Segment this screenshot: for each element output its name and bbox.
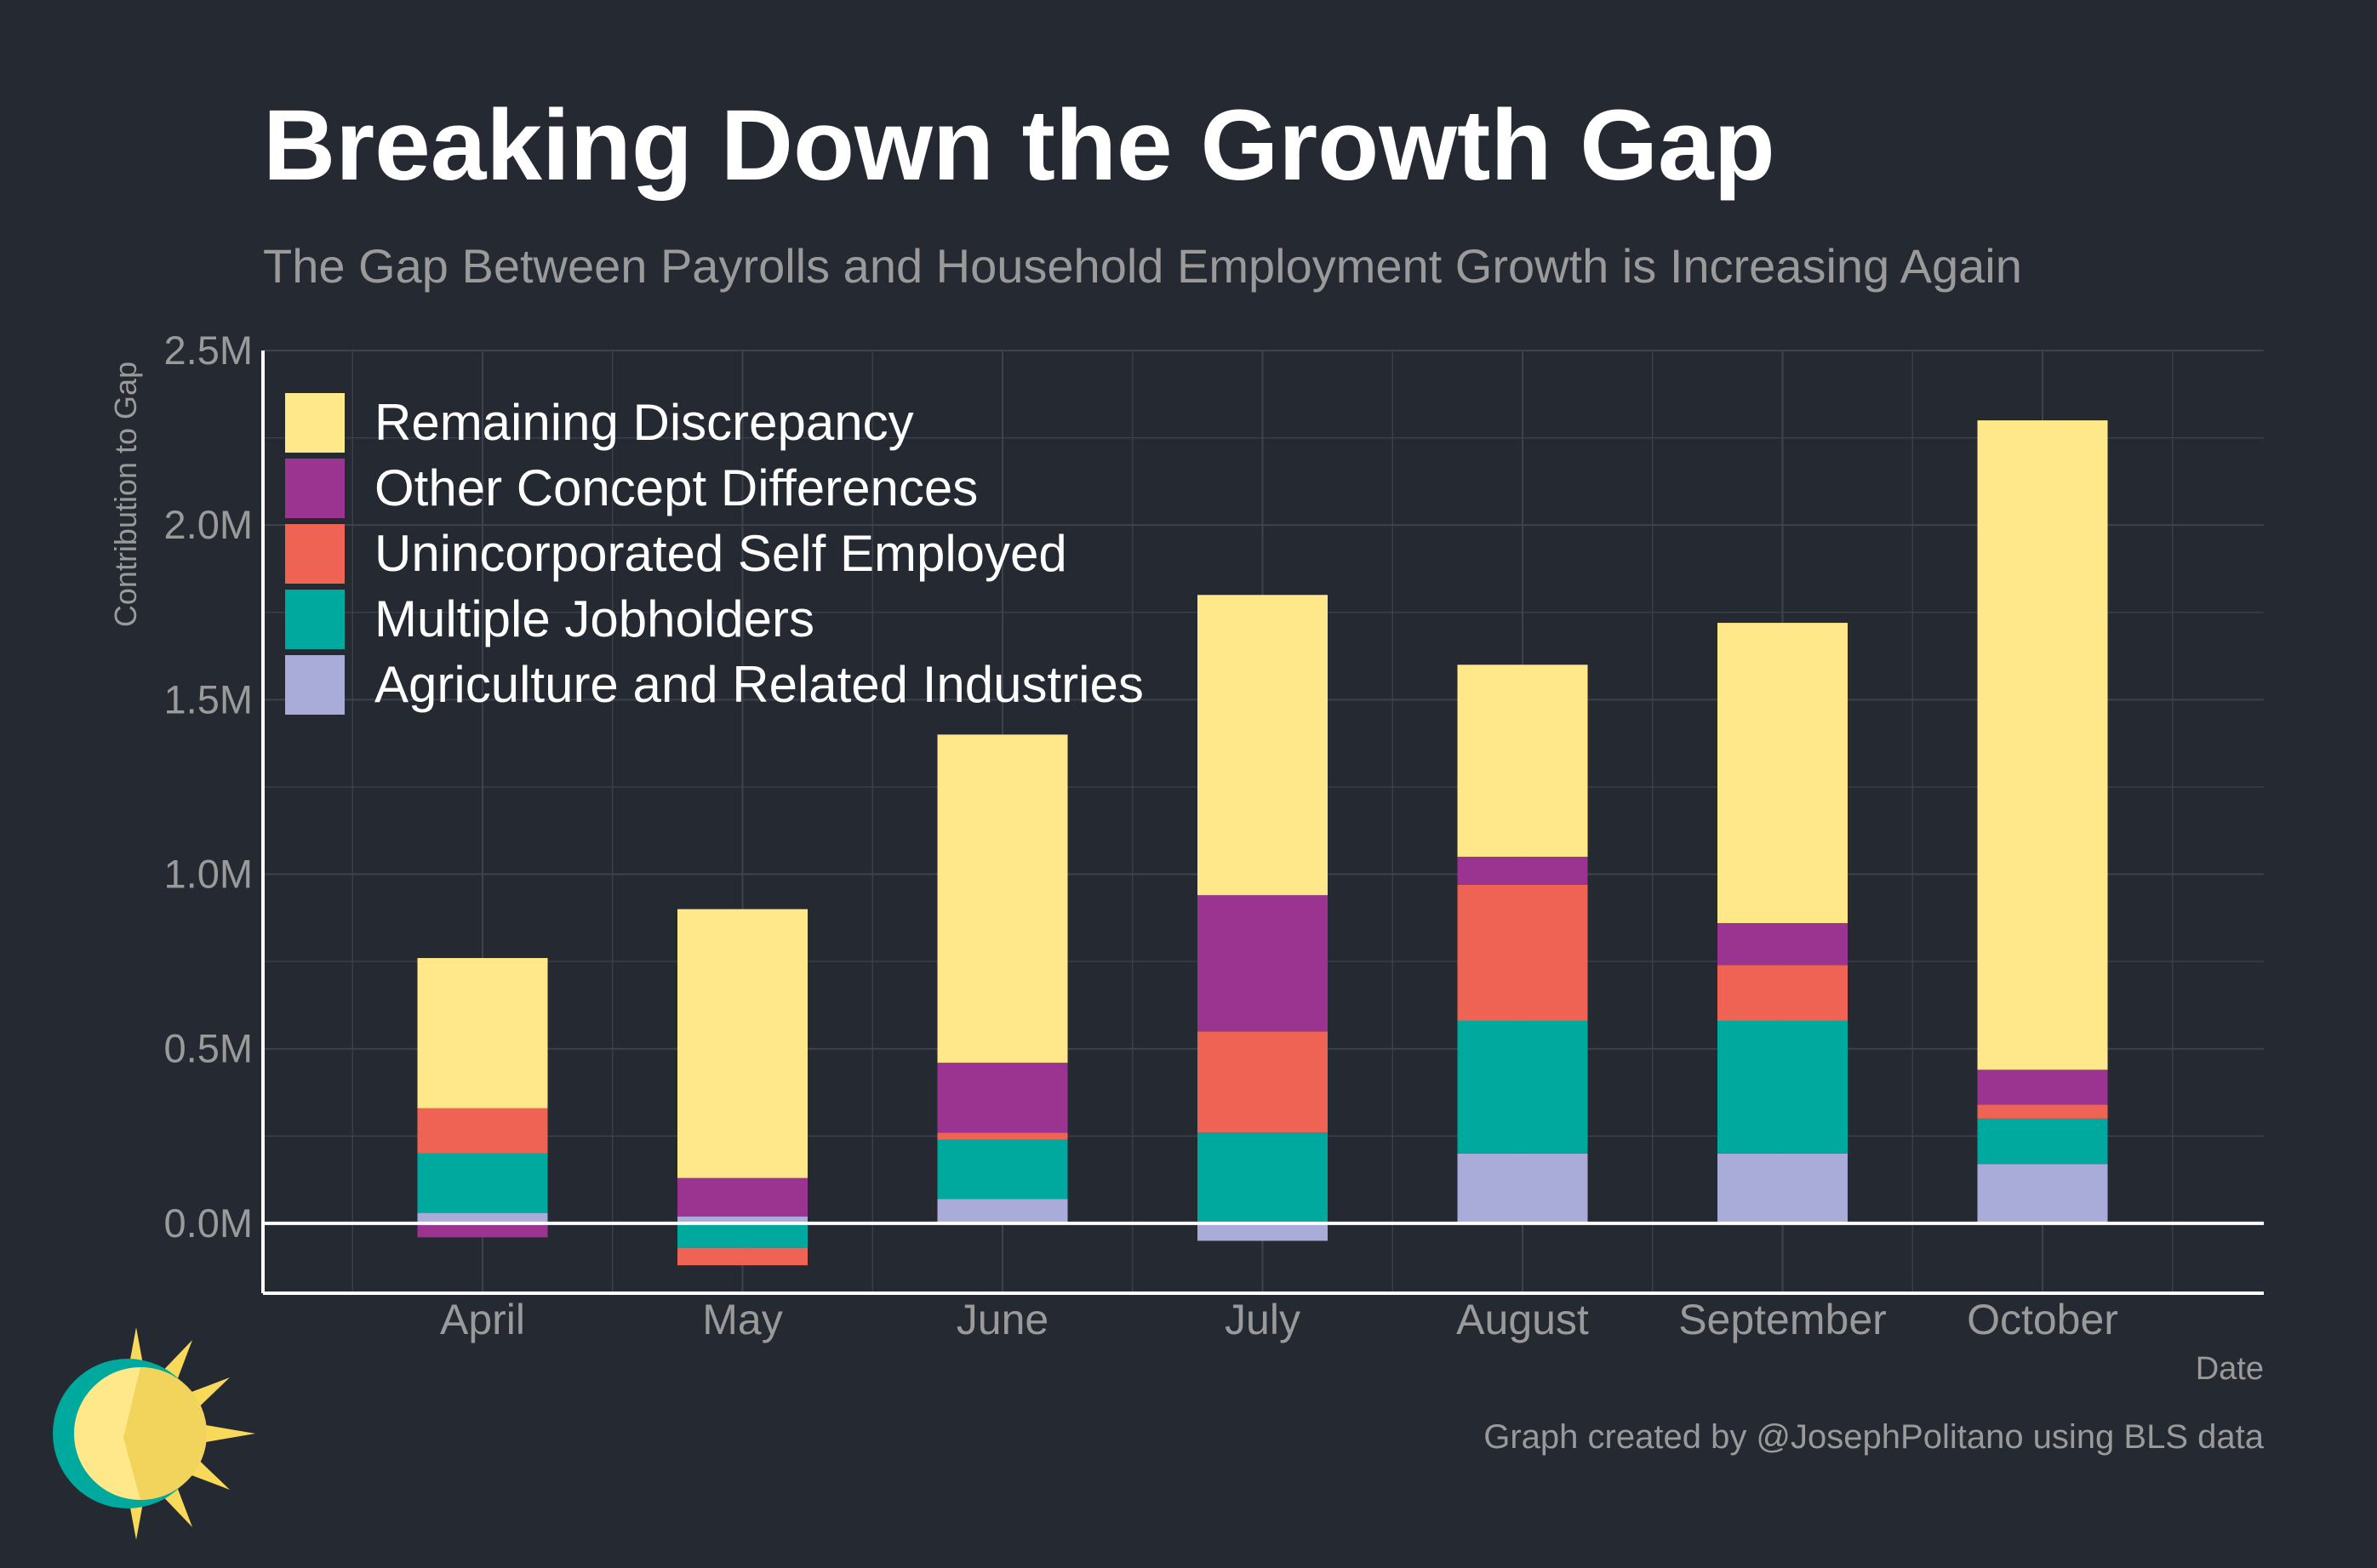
bar-june-multiple-jobholders xyxy=(937,1139,1068,1200)
bar-may-multiple-jobholders xyxy=(677,1223,808,1248)
bar-june-agriculture-and-related-industries xyxy=(937,1199,1068,1223)
source-caption: Graph created by @JosephPolitano using B… xyxy=(1483,1418,2264,1456)
chart-subtitle: The Gap Between Payrolls and Household E… xyxy=(263,239,2022,293)
legend-item: Other Concept Differences xyxy=(285,459,978,518)
legend: Remaining Discrepancy Other Concept Diffe… xyxy=(285,393,1144,715)
bar-june-other-concept-differences xyxy=(937,1063,1068,1133)
bar-september-remaining-discrepancy xyxy=(1717,623,1848,924)
x-tick-label: October xyxy=(1967,1296,2118,1343)
bar-april-agriculture-and-related-industries xyxy=(417,1212,548,1223)
bar-july-agriculture-and-related-industries xyxy=(1197,1223,1328,1241)
legend-swatch xyxy=(285,459,345,518)
legend-swatch xyxy=(285,524,345,584)
bar-april-unincorporated-self-employed xyxy=(417,1108,548,1154)
y-tick-label: 1.0M xyxy=(164,852,254,897)
legend-item: Multiple Jobholders xyxy=(285,590,814,649)
bar-april-remaining-discrepancy xyxy=(417,958,548,1109)
legend-item: Remaining Discrepancy xyxy=(285,393,914,453)
bar-may-other-concept-differences xyxy=(677,1177,808,1217)
bar-october-other-concept-differences xyxy=(1977,1069,2108,1105)
bar-july-unincorporated-self-employed xyxy=(1197,1031,1328,1133)
x-tick-labels: April May June July August September October xyxy=(440,1296,2118,1343)
bars-layer xyxy=(417,420,2108,1266)
y-tick-label: 0.5M xyxy=(164,1026,254,1071)
legend-swatch xyxy=(285,393,345,453)
legend-item: Unincorporated Self Employed xyxy=(285,524,1067,584)
legend-swatch xyxy=(285,590,345,649)
x-tick-label: June xyxy=(957,1296,1049,1343)
legend-swatch xyxy=(285,655,345,715)
y-tick-label: 0.0M xyxy=(164,1200,254,1246)
legend-label: Multiple Jobholders xyxy=(374,590,814,647)
legend-label: Remaining Discrepancy xyxy=(374,394,914,451)
y-tick-label: 1.5M xyxy=(164,676,254,721)
x-tick-label: April xyxy=(440,1296,525,1343)
legend-label: Unincorporated Self Employed xyxy=(374,525,1067,582)
x-tick-label: May xyxy=(702,1296,782,1343)
x-tick-label: July xyxy=(1225,1296,1300,1343)
bar-september-other-concept-differences xyxy=(1717,923,1848,966)
bar-september-agriculture-and-related-industries xyxy=(1717,1153,1848,1223)
y-tick-label: 2.5M xyxy=(164,328,254,373)
bar-september-multiple-jobholders xyxy=(1717,1020,1848,1154)
bar-may-remaining-discrepancy xyxy=(677,909,808,1178)
bar-september-unincorporated-self-employed xyxy=(1717,965,1848,1021)
bar-july-multiple-jobholders xyxy=(1197,1132,1328,1223)
bar-july-other-concept-differences xyxy=(1197,895,1328,1032)
legend-label: Agriculture and Related Industries xyxy=(374,656,1144,713)
bar-october-multiple-jobholders xyxy=(1977,1118,2108,1165)
bar-october-unincorporated-self-employed xyxy=(1977,1104,2108,1119)
chart-title: Breaking Down the Growth Gap xyxy=(263,89,1775,202)
bar-april-other-concept-differences xyxy=(417,1223,548,1238)
y-tick-label: 2.0M xyxy=(164,502,254,547)
axes-layer xyxy=(261,351,2264,1295)
bar-april-multiple-jobholders xyxy=(417,1153,548,1213)
bar-august-agriculture-and-related-industries xyxy=(1457,1153,1588,1223)
bar-august-remaining-discrepancy xyxy=(1457,664,1588,858)
legend-label: Other Concept Differences xyxy=(374,459,978,516)
bar-june-unincorporated-self-employed xyxy=(937,1132,1068,1140)
bar-august-multiple-jobholders xyxy=(1457,1020,1588,1154)
x-axis-label: Date xyxy=(2195,1351,2264,1387)
y-tick-labels: 0.0M 0.5M 1.0M 1.5M 2.0M 2.5M xyxy=(164,328,254,1246)
x-tick-label: September xyxy=(1678,1296,1887,1343)
bar-august-unincorporated-self-employed xyxy=(1457,884,1588,1021)
bar-may-unincorporated-self-employed xyxy=(677,1247,808,1266)
bar-july-remaining-discrepancy xyxy=(1197,595,1328,896)
bar-may-agriculture-and-related-industries xyxy=(677,1216,808,1223)
sun-logo-icon xyxy=(53,1327,255,1540)
bar-october-agriculture-and-related-industries xyxy=(1977,1164,2108,1223)
legend-item: Agriculture and Related Industries xyxy=(285,655,1144,715)
bar-june-remaining-discrepancy xyxy=(937,734,1068,1063)
bar-august-other-concept-differences xyxy=(1457,857,1588,885)
bar-october-remaining-discrepancy xyxy=(1977,420,2108,1070)
x-tick-label: August xyxy=(1456,1296,1589,1343)
